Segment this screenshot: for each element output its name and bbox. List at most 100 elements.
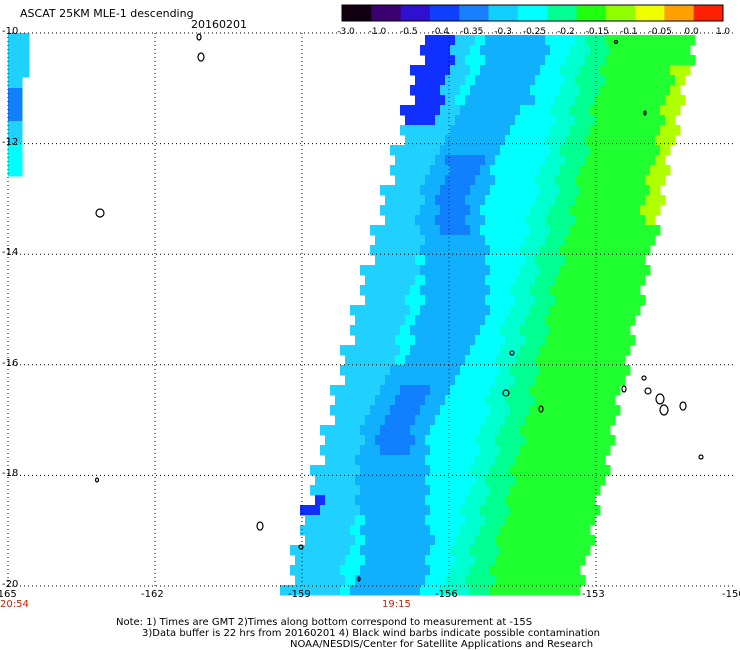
- swath-cell: [385, 415, 396, 426]
- swath-cell: [610, 125, 621, 136]
- colorbar-label: -3.0: [337, 27, 355, 37]
- swath-cell: [505, 535, 516, 546]
- swath-cell: [665, 55, 676, 66]
- swath-cell: [530, 505, 541, 516]
- swath-cell: [415, 555, 426, 566]
- swath-cell: [400, 285, 411, 296]
- swath-cell: [675, 75, 686, 86]
- swath-cell: [410, 405, 421, 416]
- swath-cell: [380, 485, 391, 496]
- swath-cell: [570, 185, 581, 196]
- swath-cell: [405, 215, 416, 226]
- swath-cell: [365, 295, 376, 306]
- swath-cell: [555, 215, 566, 226]
- swath-cell: [500, 405, 511, 416]
- swath-cell: [510, 285, 521, 296]
- swath-cell: [645, 95, 656, 106]
- swath-cell: [545, 575, 556, 586]
- swath-cell: [500, 585, 511, 596]
- swath-cell: [665, 115, 676, 126]
- swath-cell: [605, 235, 616, 246]
- swath-cell: [470, 345, 481, 356]
- swath-cell: [405, 415, 416, 426]
- swath-cell: [525, 555, 536, 566]
- swath-cell: [625, 175, 636, 186]
- swath-cell: [475, 395, 486, 406]
- swath-cell: [645, 35, 656, 46]
- swath-cell: [585, 315, 596, 326]
- swath-cell: [515, 95, 526, 106]
- colorbar-segment: [576, 5, 607, 21]
- swath-cell: [525, 355, 536, 366]
- swath-cell: [535, 275, 546, 286]
- swath-cell: [630, 225, 641, 236]
- swath-cell: [385, 535, 396, 546]
- swath-cell: [420, 205, 431, 216]
- swath-cell: [610, 225, 621, 236]
- swath-cell: [375, 475, 386, 486]
- swath-cell: [630, 285, 641, 296]
- swath-cell: [655, 135, 666, 146]
- swath-cell: [455, 115, 466, 126]
- swath-cell: [395, 555, 406, 566]
- swath-cell: [560, 225, 571, 236]
- swath-cell: [390, 485, 401, 496]
- swath-cell: [480, 385, 491, 396]
- swath-cell: [580, 245, 591, 256]
- swath-cell: [635, 115, 646, 126]
- swath-cell: [520, 565, 531, 576]
- swath-cell: [435, 515, 446, 526]
- swath-cell: [645, 215, 656, 226]
- swath-cell: [385, 475, 396, 486]
- swath-cell: [610, 325, 621, 336]
- swath-cell: [310, 585, 321, 596]
- swath-cell: [450, 165, 461, 176]
- swath-cell: [410, 285, 421, 296]
- swath-cell: [610, 205, 621, 216]
- swath-cell: [420, 105, 431, 116]
- swath-cell: [510, 565, 521, 576]
- swath-cell: [360, 265, 371, 276]
- swath-cell: [335, 435, 346, 446]
- swath-cell: [485, 155, 496, 166]
- swath-cell: [340, 405, 351, 416]
- swath-cell: [490, 265, 501, 276]
- swath-cell: [430, 65, 441, 76]
- swath-cell: [580, 265, 591, 276]
- swath-cell: [525, 295, 536, 306]
- swath-cell: [425, 55, 436, 66]
- swath-cell: [550, 305, 561, 316]
- swath-cell: [380, 405, 391, 416]
- swath-cell: [345, 415, 356, 426]
- swath-cell: [380, 425, 391, 436]
- swath-cell: [385, 255, 396, 266]
- swath-cell: [350, 505, 361, 516]
- swath-cell: [455, 335, 466, 346]
- colorbar-label: -0.05: [648, 27, 672, 37]
- swath-cell: [550, 485, 561, 496]
- swath-cell: [495, 475, 506, 486]
- swath-cell: [570, 105, 581, 116]
- swath-cell: [670, 85, 681, 96]
- swath-cell: [550, 385, 561, 396]
- swath-cell: [425, 275, 436, 286]
- swath-cell: [490, 545, 501, 556]
- swath-cell: [550, 45, 561, 56]
- swath-cell: [445, 515, 456, 526]
- swath-cell: [515, 575, 526, 586]
- swath-cell: [410, 165, 421, 176]
- swath-cell: [460, 405, 471, 416]
- swath-cell: [405, 235, 416, 246]
- swath-cell: [355, 555, 366, 566]
- swath-cell: [435, 275, 446, 286]
- swath-cell: [510, 105, 521, 116]
- swath-cell: [570, 65, 581, 76]
- swath-cell: [490, 185, 501, 196]
- swath-cell: [525, 275, 536, 286]
- swath-cell: [540, 325, 551, 336]
- swath-cell: [465, 315, 476, 326]
- data-swath: [8, 33, 696, 596]
- swath-cell: [515, 175, 526, 186]
- swath-cell: [8, 165, 16, 177]
- colorbar-segment: [400, 5, 431, 21]
